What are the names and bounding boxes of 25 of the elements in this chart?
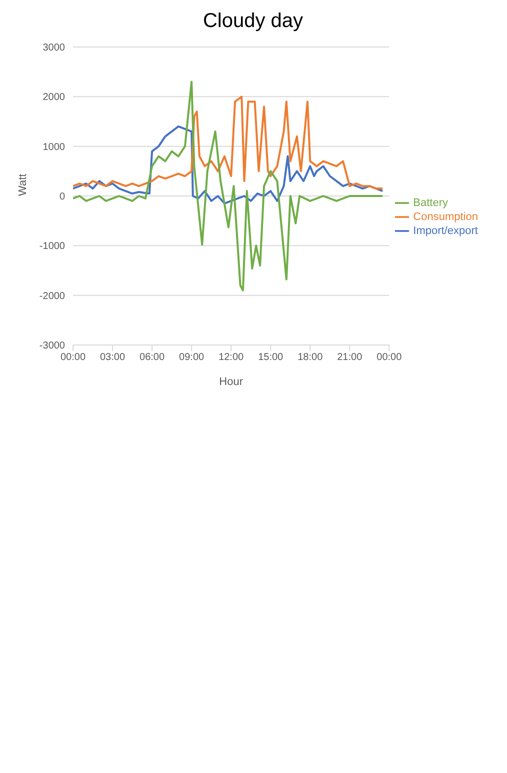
line-series (73, 125, 384, 204)
y-tick-label: -2000 (39, 290, 66, 302)
y-tick-label: -1000 (39, 241, 66, 252)
y-tick-label: 2000 (42, 92, 66, 104)
line-series (73, 80, 384, 292)
x-tick-label: 03:00 (100, 352, 126, 364)
x-tick-label: 09:00 (179, 352, 205, 364)
x-tick-label: 06:00 (140, 352, 165, 364)
y-tick-label: 1000 (42, 142, 66, 153)
x-tick-label: 18:00 (298, 352, 324, 364)
y-tick-label: 0 (59, 192, 66, 203)
y-tick-label: -3000 (39, 340, 66, 352)
y-axis-title: Watt (16, 174, 29, 196)
legend-label: Import/export (413, 224, 478, 237)
x-tick-label: 00:00 (376, 352, 402, 364)
legend-label: Battery (413, 196, 448, 209)
x-axis-title: Hour (219, 376, 244, 388)
legend-label: Consumption (413, 210, 478, 223)
x-tick-label: 15:00 (258, 352, 284, 364)
y-tick-label: 3000 (42, 42, 66, 54)
x-tick-label: 21:00 (337, 352, 363, 364)
x-tick-label: 12:00 (218, 352, 244, 364)
x-tick-label: 00:00 (60, 352, 86, 364)
line-series (73, 96, 384, 190)
chart-title: Cloudy day (202, 10, 304, 33)
